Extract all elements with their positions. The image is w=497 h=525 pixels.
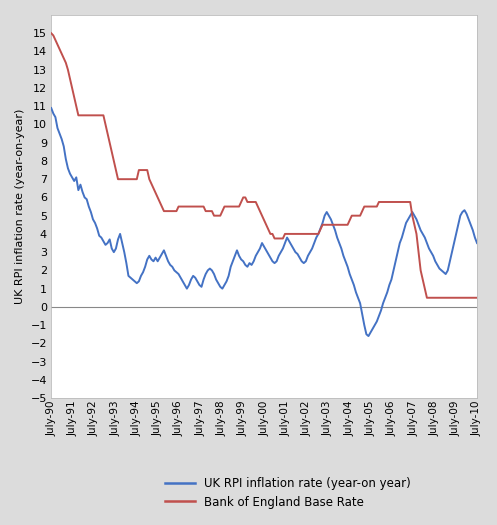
Y-axis label: UK RPI inflation rate (year-on-year): UK RPI inflation rate (year-on-year) bbox=[15, 109, 25, 304]
Legend: UK RPI inflation rate (year-on year), Bank of England Base Rate: UK RPI inflation rate (year-on year), Ba… bbox=[166, 477, 411, 509]
